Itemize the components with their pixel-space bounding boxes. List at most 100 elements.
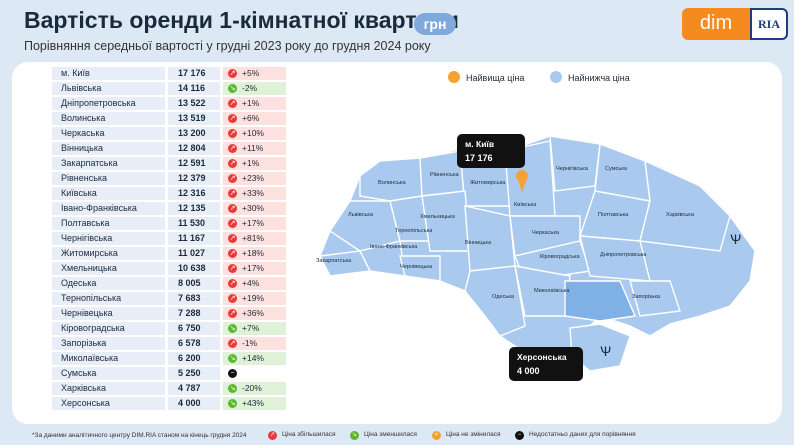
footnote: *За даними аналітичного центру DIM.RIA с… xyxy=(32,432,247,439)
table-row: Житомирська 11 027 ↗ +18% xyxy=(52,246,292,261)
region-name-cell: Чернівецька xyxy=(52,307,165,320)
region-name-cell: Дніпропетровська xyxy=(52,97,165,110)
price-value-cell: 10 638 xyxy=(168,262,220,275)
change-cell: ↘ -20% xyxy=(223,382,286,395)
change-value: +10% xyxy=(242,128,264,138)
table-row: Хмельницька 10 638 ↗ +17% xyxy=(52,261,292,276)
price-value-cell: 11 167 xyxy=(168,232,220,245)
region-name-cell: Харківська xyxy=(52,382,165,395)
trend-down-icon: ↘ xyxy=(228,384,237,393)
change-cell: ↗ +1% xyxy=(223,97,286,110)
table-row: Рівненська 12 379 ↗ +23% xyxy=(52,171,292,186)
map-label-sumska: Сумська xyxy=(605,166,628,172)
legend-same-icon: = xyxy=(432,431,441,440)
legend-down-icon: ↘ xyxy=(350,431,359,440)
highest-price-dot xyxy=(448,71,460,83)
map-label-rivnenska: Рівненська xyxy=(430,172,460,178)
logo-dim-text: dim xyxy=(682,8,750,40)
highest-callout-value: 17 176 xyxy=(465,153,493,163)
region-name-cell: Миколаївська xyxy=(52,352,165,365)
trend-down-icon: ↘ xyxy=(228,84,237,93)
region-name-cell: Херсонська xyxy=(52,397,165,410)
price-value-cell: 12 135 xyxy=(168,202,220,215)
change-value: +5% xyxy=(242,68,260,78)
region-kharkivska xyxy=(639,159,731,252)
change-value: -1% xyxy=(242,338,258,348)
change-cell: − xyxy=(223,367,286,380)
table-row: м. Київ 17 176 ↗ +5% xyxy=(52,66,292,81)
price-value-cell: 13 200 xyxy=(168,127,220,140)
region-name-cell: Житомирська xyxy=(52,247,165,260)
legend-none-icon: − xyxy=(515,431,524,440)
table-row: Київська 12 316 ↗ +33% xyxy=(52,186,292,201)
region-name-cell: Кіровоградська xyxy=(52,322,165,335)
change-cell: ↘ +7% xyxy=(223,322,286,335)
legend-down-label: Ціна зменшилася xyxy=(364,431,417,438)
price-value-cell: 17 176 xyxy=(168,67,220,80)
change-value: +30% xyxy=(242,203,264,213)
change-cell: ↗ +19% xyxy=(223,292,286,305)
legend-up-icon: ↗ xyxy=(268,431,277,440)
region-name-cell: Волинська xyxy=(52,112,165,125)
price-value-cell: 13 519 xyxy=(168,112,220,125)
map-label-chernivetska: Чернівецька xyxy=(400,264,433,270)
region-name-cell: Черкаська xyxy=(52,127,165,140)
table-row: Львівська 14 116 ↘ -2% xyxy=(52,81,292,96)
kyiv-marker-head xyxy=(516,170,528,182)
change-value: +1% xyxy=(242,158,260,168)
highest-price-label: Найвища ціна xyxy=(466,73,525,83)
region-name-cell: Полтавська xyxy=(52,217,165,230)
map-label-kirovohradska: Кіровоградська xyxy=(540,254,581,260)
logo-ria-text: RIA xyxy=(750,8,788,40)
price-value-cell: 6 578 xyxy=(168,337,220,350)
legend-none-label: Недостатньо даних для порівняння xyxy=(529,431,636,438)
region-khersonska xyxy=(564,280,637,322)
trend-up-icon: ↗ xyxy=(228,279,237,288)
map-label-zhytomyrska: Житомирська xyxy=(470,180,506,186)
map-label-kharkivska: Харківська xyxy=(666,212,695,218)
change-cell: ↗ +17% xyxy=(223,262,286,275)
price-value-cell: 5 250 xyxy=(168,367,220,380)
change-cell: ↗ +23% xyxy=(223,172,286,185)
price-value-cell: 14 116 xyxy=(168,82,220,95)
change-value: +17% xyxy=(242,263,264,273)
trend-up-icon: ↗ xyxy=(228,204,237,213)
lowest-price-label: Найнижча ціна xyxy=(568,73,630,83)
map-label-cherkaska: Черкаська xyxy=(532,230,560,236)
footer: *За даними аналітичного центру DIM.RIA с… xyxy=(0,426,794,445)
highest-callout-name: м. Київ xyxy=(465,139,495,149)
region-dnipropetrovska xyxy=(579,235,651,282)
map-label-kyivska: Київська xyxy=(514,202,537,208)
change-cell: ↗ +36% xyxy=(223,307,286,320)
table-row: Сумська 5 250− xyxy=(52,366,292,381)
header: Вартість оренди 1-кімнатної квартири грн… xyxy=(0,0,794,62)
change-cell: ↗ +5% xyxy=(223,67,286,80)
trend-up-icon: ↗ xyxy=(228,144,237,153)
trend-up-icon: ↗ xyxy=(228,159,237,168)
table-row: Волинська 13 519 ↗ +6% xyxy=(52,111,292,126)
trend-down-icon: ↘ xyxy=(228,354,237,363)
change-cell: ↘ +14% xyxy=(223,352,286,365)
change-cell: ↘ -2% xyxy=(223,82,286,95)
change-cell: ↗ +81% xyxy=(223,232,286,245)
region-odeska xyxy=(464,265,526,337)
map-label-khmelnytska: Хмельницька xyxy=(420,214,456,220)
lowest-callout-value: 4 000 xyxy=(517,366,540,376)
trident-icon-east: Ѱ xyxy=(730,231,741,247)
change-value: +18% xyxy=(242,248,264,258)
trend-up-icon: ↗ xyxy=(228,219,237,228)
region-name-cell: м. Київ xyxy=(52,67,165,80)
map-label-mykolaivska: Миколаївська xyxy=(534,288,570,294)
trend-down-icon: ↘ xyxy=(228,324,237,333)
table-row: Дніпропетровська 13 522 ↗ +1% xyxy=(52,96,292,111)
legend-up-label: Ціна збільшилася xyxy=(282,431,336,438)
change-cell: ↗ -1% xyxy=(223,337,286,350)
trend-up-icon: ↗ xyxy=(228,99,237,108)
region-chernivetska xyxy=(399,255,441,282)
trend-up-icon: ↗ xyxy=(228,339,237,348)
price-value-cell: 11 027 xyxy=(168,247,220,260)
change-value: +7% xyxy=(242,323,260,333)
dim-ria-logo[interactable]: dim RIA xyxy=(682,8,788,40)
map-legend: Найвища ціна Найнижча ціна xyxy=(448,71,658,85)
change-value: +36% xyxy=(242,308,264,318)
